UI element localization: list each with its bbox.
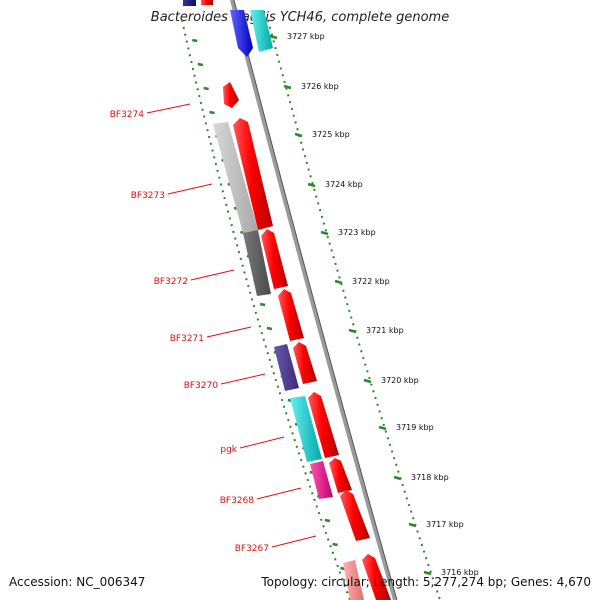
gene-forward-5 bbox=[308, 392, 339, 458]
tick-mark bbox=[283, 84, 292, 90]
tick-label: 3720 kbp bbox=[381, 376, 419, 385]
scale-dash bbox=[191, 38, 198, 43]
scale-dash bbox=[203, 86, 209, 91]
scale-dash bbox=[209, 110, 215, 115]
tick-label: 3719 kbp bbox=[396, 423, 434, 432]
gene-label: BF3268 bbox=[220, 496, 255, 506]
scale-dash bbox=[324, 518, 331, 523]
gene-label: BF3273 bbox=[131, 191, 165, 201]
gene-labels: BF3274 BF3273 BF3272 BF3271 BF3270 pgk BF3268 B… bbox=[110, 103, 317, 554]
scale-dash bbox=[259, 302, 266, 307]
gene-leader-line bbox=[190, 269, 235, 281]
tick-mark bbox=[393, 475, 402, 481]
gene-leader-line bbox=[206, 326, 252, 338]
tick-mark bbox=[423, 570, 432, 576]
tick-mark bbox=[378, 425, 387, 431]
genome-summary: Topology: circular; Length: 5,277,274 bp… bbox=[261, 575, 591, 589]
tick-label: 3724 kbp bbox=[325, 180, 363, 189]
gene-leader-line bbox=[271, 535, 317, 548]
tick-label: 3727 kbp bbox=[287, 32, 325, 41]
tick-mark bbox=[348, 328, 357, 334]
gene-bf3274 bbox=[223, 82, 239, 108]
gene-bf3270 bbox=[274, 344, 299, 391]
genome-backbone bbox=[230, 0, 397, 600]
gene-forward-7 bbox=[340, 490, 370, 541]
gene-leader-line bbox=[146, 103, 191, 114]
gene-forward-1 bbox=[233, 118, 273, 230]
gene-cyan-top bbox=[250, 10, 273, 52]
gene-leader-line bbox=[220, 373, 266, 385]
gene-bf3272-grey bbox=[243, 230, 271, 296]
gene-label: pgk bbox=[220, 445, 237, 455]
gene-bf3268 bbox=[310, 461, 333, 499]
accession-text: Accession: NC_006347 bbox=[9, 575, 146, 589]
gene-forward-4 bbox=[293, 342, 317, 384]
tick-label: 3723 kbp bbox=[338, 228, 376, 237]
tick-label: 3725 kbp bbox=[312, 130, 350, 139]
gene-leader-line bbox=[256, 487, 302, 500]
gene-bottom-pink bbox=[343, 560, 364, 600]
tick-label: 3721 kbp bbox=[366, 326, 404, 335]
tick-label: 3726 kbp bbox=[301, 82, 339, 91]
genome-backbone-shade bbox=[233, 0, 398, 600]
gene-pgk bbox=[290, 396, 322, 462]
gene-red-top bbox=[201, 0, 213, 5]
gene-navy-top bbox=[183, 0, 196, 6]
gene-label: BF3271 bbox=[170, 334, 204, 344]
tick-mark bbox=[269, 34, 278, 40]
gene-label: BF3274 bbox=[110, 110, 145, 120]
gene-label: BF3267 bbox=[235, 544, 269, 554]
gene-forward-3 bbox=[278, 289, 304, 341]
gene-forward-6 bbox=[329, 458, 352, 493]
gene-label: BF3270 bbox=[184, 381, 219, 391]
gene-forward-8 bbox=[362, 554, 391, 600]
scale-dash bbox=[266, 326, 273, 331]
tick-mark bbox=[320, 230, 329, 236]
gene-bf3273-grey bbox=[213, 122, 258, 233]
scale-dashes bbox=[191, 38, 354, 595]
tick-mark bbox=[294, 132, 303, 138]
gene-label: BF3272 bbox=[154, 277, 188, 287]
tick-mark bbox=[334, 279, 343, 285]
tick-mark bbox=[307, 182, 316, 188]
gene-blue-top bbox=[230, 10, 253, 57]
gene-forward-2 bbox=[261, 229, 288, 289]
kbp-ticks: 3727 kbp 3726 kbp 3725 kbp 3724 kbp 3723 kbp… bbox=[269, 32, 479, 577]
tick-mark bbox=[363, 378, 372, 384]
tick-label: 3716 kbp bbox=[441, 568, 479, 577]
map-title: Bacteroides fragilis YCH46, complete gen… bbox=[150, 10, 450, 25]
tick-label: 3722 kbp bbox=[352, 277, 390, 286]
gene-leader-line bbox=[239, 436, 285, 449]
scale-dash bbox=[197, 62, 204, 67]
tick-mark bbox=[408, 522, 417, 528]
scale-dash bbox=[332, 542, 338, 547]
tick-label: 3717 kbp bbox=[426, 520, 464, 529]
gene-leader-line bbox=[167, 183, 213, 195]
guide-line-left bbox=[181, 19, 351, 600]
tick-label: 3718 kbp bbox=[411, 473, 449, 482]
